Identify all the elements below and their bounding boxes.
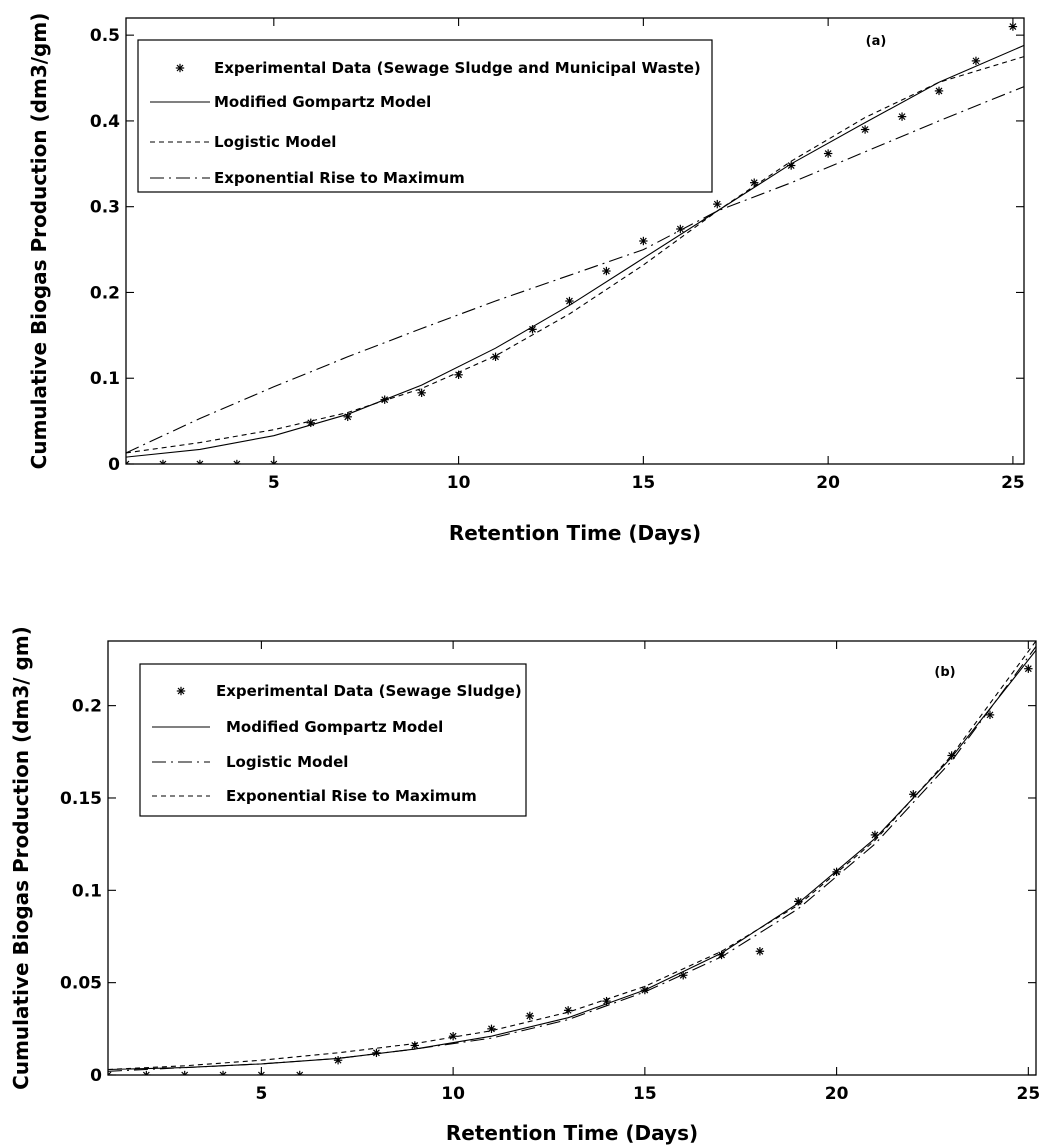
legend-label-b-1: Modified Gompartz Model bbox=[226, 718, 443, 736]
data-point-a-0-0 bbox=[126, 459, 131, 464]
legend-label-a-3: Exponential Rise to Maximum bbox=[214, 169, 465, 187]
x-tick-label-a-4: 25 bbox=[1001, 473, 1025, 493]
chart-panel-a: 5 10 15 20 25 0 0.1 0.2 0.3 0.4 0.5 Retention Time… bbox=[27, 13, 1025, 545]
y-tick-label-a-0: 0 bbox=[108, 455, 120, 475]
series-line-a-3 bbox=[126, 86, 1024, 454]
data-point-b-0-17 bbox=[755, 947, 765, 956]
data-point-a-0-14 bbox=[639, 236, 648, 246]
series-line-a-1 bbox=[126, 44, 1024, 458]
data-point-b-0-23 bbox=[985, 710, 995, 720]
legend-box-b bbox=[139, 663, 527, 817]
data-point-b-0-7 bbox=[372, 1048, 381, 1058]
data-point-a-0-22 bbox=[934, 86, 944, 96]
legend-label-b-3: Exponential Rise to Maximum bbox=[226, 787, 477, 805]
y-tick-label-a-2: 0.2 bbox=[90, 283, 120, 303]
plot-frame-a bbox=[125, 17, 1025, 465]
series-line-a-2 bbox=[126, 56, 1024, 454]
plot-frame-b bbox=[107, 640, 1037, 1076]
legend-box-a bbox=[137, 39, 713, 193]
x-tick-label-a-2: 15 bbox=[632, 473, 656, 493]
x-tick-label-b-3: 20 bbox=[825, 1084, 849, 1104]
y-tick-label-b-3: 0.15 bbox=[60, 789, 102, 809]
legend-label-a-2: Logistic Model bbox=[214, 133, 336, 151]
legend-b: Experimental Data (Sewage Sludge) Modifi… bbox=[139, 663, 527, 817]
data-point-b-0-2 bbox=[180, 1070, 189, 1075]
y-tick-label-b-1: 0.05 bbox=[60, 974, 102, 994]
series-layer-a bbox=[126, 22, 1024, 464]
tick-layer-a: 5 10 15 20 25 0 0.1 0.2 0.3 0.4 0.5 bbox=[90, 18, 1025, 493]
legend-entry-b-3: Exponential Rise to Maximum bbox=[152, 787, 477, 805]
data-point-a-0-20 bbox=[860, 125, 870, 134]
data-point-b-0-9 bbox=[448, 1032, 458, 1041]
x-axis-title-b: Retention Time (Days) bbox=[446, 1121, 698, 1145]
data-point-b-0-6 bbox=[333, 1056, 343, 1065]
legend-entry-b-0: Experimental Data (Sewage Sludge) bbox=[176, 682, 522, 700]
legend-entry-a-3: Exponential Rise to Maximum bbox=[150, 169, 465, 187]
data-point-a-0-13 bbox=[602, 266, 611, 276]
data-point-a-0-24 bbox=[1008, 22, 1018, 31]
y-tick-label-a-1: 0.1 bbox=[90, 369, 120, 389]
data-point-b-0-5 bbox=[295, 1070, 304, 1075]
y-axis-title-b: Cumulative Biogas Production (dm3/ gm) bbox=[9, 626, 33, 1090]
data-point-a-0-8 bbox=[417, 388, 426, 398]
legend-entry-b-2: Logistic Model bbox=[152, 753, 348, 771]
legend-entry-a-0: Experimental Data (Sewage Sludge and Mun… bbox=[175, 59, 701, 77]
data-point-b-0-10 bbox=[487, 1024, 496, 1034]
plot-area-b bbox=[108, 641, 1036, 1075]
x-tick-label-a-3: 20 bbox=[816, 473, 840, 493]
legend-label-a-1: Modified Gompartz Model bbox=[214, 93, 431, 111]
panel-label-a: (a) bbox=[866, 34, 887, 49]
x-tick-label-b-1: 10 bbox=[441, 1084, 465, 1104]
y-tick-label-b-4: 0.2 bbox=[72, 697, 102, 717]
series-layer-b bbox=[108, 641, 1036, 1075]
legend-entry-a-1: Modified Gompartz Model bbox=[150, 93, 431, 111]
data-point-a-0-1 bbox=[158, 459, 168, 464]
panel-label-b: (b) bbox=[934, 665, 955, 680]
x-axis-title-a: Retention Time (Days) bbox=[449, 521, 701, 545]
tick-layer-b: 5 10 15 20 25 0 0.05 0.1 0.15 0.2 bbox=[60, 641, 1040, 1104]
data-point-a-0-16 bbox=[713, 199, 722, 209]
data-point-a-0-6 bbox=[343, 412, 352, 422]
x-tick-label-a-1: 10 bbox=[447, 473, 471, 493]
y-tick-label-a-3: 0.3 bbox=[90, 198, 120, 218]
series-markers-a-0 bbox=[126, 22, 1018, 464]
legend-swatch-a-0 bbox=[175, 63, 185, 73]
y-tick-label-b-0: 0 bbox=[90, 1066, 102, 1086]
x-tick-label-a-0: 5 bbox=[268, 473, 280, 493]
legend-entry-a-2: Logistic Model bbox=[150, 133, 336, 151]
legend-label-b-0: Experimental Data (Sewage Sludge) bbox=[216, 682, 522, 700]
data-point-b-0-24 bbox=[1024, 664, 1033, 673]
legend-swatch-b-0-marker bbox=[176, 686, 186, 696]
y-axis-title-a: Cumulative Biogas Production (dm3/gm) bbox=[27, 13, 51, 470]
x-tick-label-b-4: 25 bbox=[1016, 1084, 1040, 1104]
data-point-a-0-19 bbox=[823, 149, 833, 158]
plot-area-a bbox=[126, 22, 1024, 464]
data-point-a-0-12 bbox=[565, 296, 574, 306]
legend-swatch-a-0-marker bbox=[175, 63, 185, 73]
series-line-b-3 bbox=[108, 641, 1036, 1071]
y-tick-label-a-5: 0.5 bbox=[90, 26, 120, 46]
data-point-b-0-1 bbox=[142, 1070, 151, 1075]
data-point-a-0-2 bbox=[195, 459, 205, 464]
y-tick-label-a-4: 0.4 bbox=[90, 112, 120, 132]
chart-panel-b: 5 10 15 20 25 0 0.05 0.1 0.15 0.2 Retention Time … bbox=[9, 626, 1040, 1145]
data-point-a-0-3 bbox=[232, 459, 242, 464]
legend-a: Experimental Data (Sewage Sludge and Mun… bbox=[137, 39, 713, 193]
data-point-b-0-0 bbox=[108, 1070, 113, 1075]
x-tick-label-b-2: 15 bbox=[633, 1084, 657, 1104]
data-point-a-0-21 bbox=[897, 112, 907, 121]
data-point-b-0-3 bbox=[218, 1070, 228, 1075]
data-point-a-0-23 bbox=[971, 56, 981, 66]
y-tick-label-b-2: 0.1 bbox=[72, 881, 102, 901]
x-tick-label-b-0: 5 bbox=[255, 1084, 267, 1104]
legend-swatch-b-0 bbox=[176, 686, 186, 696]
data-point-b-0-11 bbox=[525, 1011, 535, 1021]
legend-entry-b-1: Modified Gompartz Model bbox=[152, 718, 443, 736]
series-line-b-1 bbox=[108, 649, 1036, 1071]
legend-label-a-0: Experimental Data (Sewage Sludge and Mun… bbox=[214, 59, 701, 77]
legend-label-b-2: Logistic Model bbox=[226, 753, 348, 771]
